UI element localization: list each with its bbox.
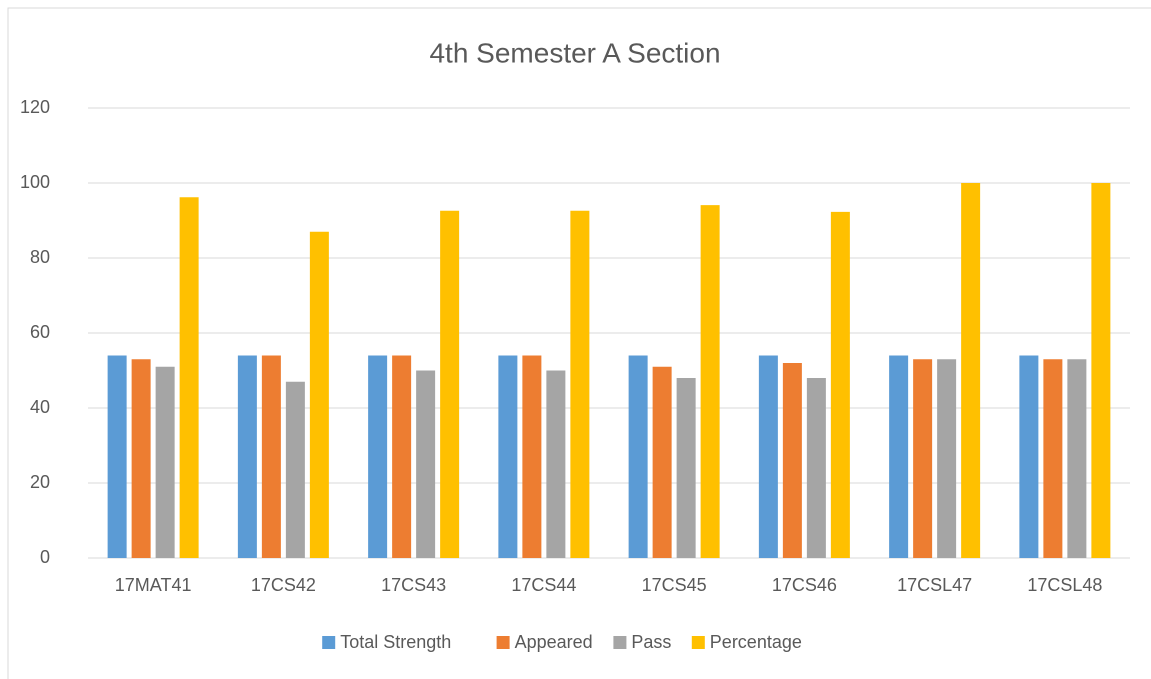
x-tick-label: 17MAT41 — [115, 575, 192, 595]
bar — [179, 197, 199, 558]
bar — [309, 231, 329, 558]
legend-label: Pass — [631, 632, 671, 652]
legend-label: Total Strength — [340, 632, 451, 652]
bar — [937, 359, 957, 558]
chart-title: 4th Semester A Section — [429, 37, 720, 68]
bar — [1043, 359, 1063, 558]
bar — [392, 355, 412, 558]
bar — [806, 378, 826, 558]
x-tick-label: 17CS45 — [642, 575, 707, 595]
bar — [652, 366, 672, 558]
y-tick-label: 20 — [30, 472, 50, 492]
legend-swatch — [691, 636, 705, 649]
bar — [522, 355, 542, 558]
bar — [131, 359, 151, 558]
y-tick-label: 40 — [30, 397, 50, 417]
bar — [440, 210, 460, 558]
bar — [782, 363, 802, 558]
y-tick-label: 120 — [20, 97, 50, 117]
bar — [416, 370, 436, 558]
bar — [368, 355, 388, 558]
bar — [628, 355, 648, 558]
bar — [285, 381, 305, 558]
bar — [570, 210, 590, 558]
bar — [546, 370, 566, 558]
bar — [830, 211, 850, 558]
bar — [758, 355, 778, 558]
bar — [155, 366, 175, 558]
legend-label: Appeared — [515, 632, 593, 652]
bar — [676, 378, 696, 558]
bar — [913, 359, 933, 558]
legend-swatch — [496, 636, 510, 649]
x-tick-label: 17CS46 — [772, 575, 837, 595]
x-tick-label: 17CSL48 — [1027, 575, 1102, 595]
legend-label: Percentage — [710, 632, 802, 652]
bar — [498, 355, 518, 558]
x-tick-label: 17CS42 — [251, 575, 316, 595]
bar — [261, 355, 281, 558]
x-tick-label: 17CSL47 — [897, 575, 972, 595]
y-tick-label: 0 — [40, 547, 50, 567]
y-tick-label: 80 — [30, 247, 50, 267]
bar — [237, 355, 257, 558]
legend-swatch — [322, 636, 336, 649]
bar — [1091, 183, 1111, 558]
y-tick-label: 60 — [30, 322, 50, 342]
bar — [700, 205, 720, 558]
y-tick-label: 100 — [20, 172, 50, 192]
bar — [1067, 359, 1087, 558]
x-tick-label: 17CS44 — [511, 575, 576, 595]
bar — [889, 355, 909, 558]
bar — [1019, 355, 1039, 558]
legend-swatch — [613, 636, 627, 649]
x-tick-label: 17CS43 — [381, 575, 446, 595]
bar — [961, 183, 981, 558]
bar — [107, 355, 127, 558]
